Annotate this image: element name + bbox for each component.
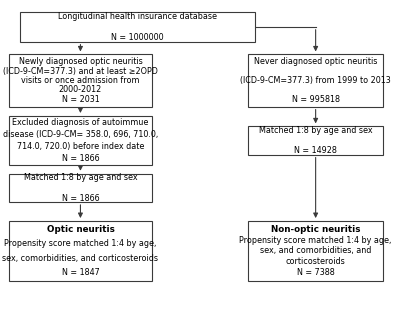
Text: Never diagnosed optic neuritis: Never diagnosed optic neuritis xyxy=(254,57,377,66)
FancyBboxPatch shape xyxy=(9,221,152,281)
Text: visits or once admission from: visits or once admission from xyxy=(21,76,140,85)
Text: N = 995818: N = 995818 xyxy=(292,95,340,104)
FancyBboxPatch shape xyxy=(248,54,383,107)
Text: Newly diagnosed optic neuritis: Newly diagnosed optic neuritis xyxy=(18,57,142,66)
Text: N = 1847: N = 1847 xyxy=(62,268,99,277)
FancyBboxPatch shape xyxy=(9,54,152,107)
Text: Matched 1:8 by age and sex: Matched 1:8 by age and sex xyxy=(24,173,137,182)
Text: Longitudinal health insurance database: Longitudinal health insurance database xyxy=(58,12,217,21)
Text: sex, and comorbidities, and: sex, and comorbidities, and xyxy=(260,246,371,255)
Text: corticosteroids: corticosteroids xyxy=(286,257,346,266)
Text: disease (ICD-9-CM= 358.0, 696, 710.0,: disease (ICD-9-CM= 358.0, 696, 710.0, xyxy=(3,130,158,139)
Text: N = 1866: N = 1866 xyxy=(62,194,99,203)
Text: Non-optic neuritis: Non-optic neuritis xyxy=(271,225,360,234)
Text: 714.0, 720.0) before index date: 714.0, 720.0) before index date xyxy=(17,142,144,151)
Text: Matched 1:8 by age and sex: Matched 1:8 by age and sex xyxy=(259,126,372,135)
Text: N = 7388: N = 7388 xyxy=(297,268,334,277)
FancyBboxPatch shape xyxy=(9,174,152,202)
FancyBboxPatch shape xyxy=(248,221,383,281)
Text: 2000-2012: 2000-2012 xyxy=(59,85,102,94)
Text: sex, comorbidities, and corticosteroids: sex, comorbidities, and corticosteroids xyxy=(2,254,158,263)
Text: Propensity score matched 1:4 by age,: Propensity score matched 1:4 by age, xyxy=(240,236,392,245)
Text: (ICD-9-CM=377.3) and at least ≥2OPD: (ICD-9-CM=377.3) and at least ≥2OPD xyxy=(3,67,158,76)
Text: N = 14928: N = 14928 xyxy=(294,146,337,155)
FancyBboxPatch shape xyxy=(9,116,152,165)
Text: (ICD-9-CM=377.3) from 1999 to 2013: (ICD-9-CM=377.3) from 1999 to 2013 xyxy=(240,76,391,85)
FancyBboxPatch shape xyxy=(248,126,383,155)
Text: N = 2031: N = 2031 xyxy=(62,95,99,104)
Text: N = 1866: N = 1866 xyxy=(62,154,99,163)
Text: N = 1000000: N = 1000000 xyxy=(111,33,164,42)
Text: Excluded diagnosis of autoimmue: Excluded diagnosis of autoimmue xyxy=(12,118,149,128)
FancyBboxPatch shape xyxy=(20,12,255,42)
Text: Propensity score matched 1:4 by age,: Propensity score matched 1:4 by age, xyxy=(4,239,157,248)
Text: Optic neuritis: Optic neuritis xyxy=(46,225,114,234)
